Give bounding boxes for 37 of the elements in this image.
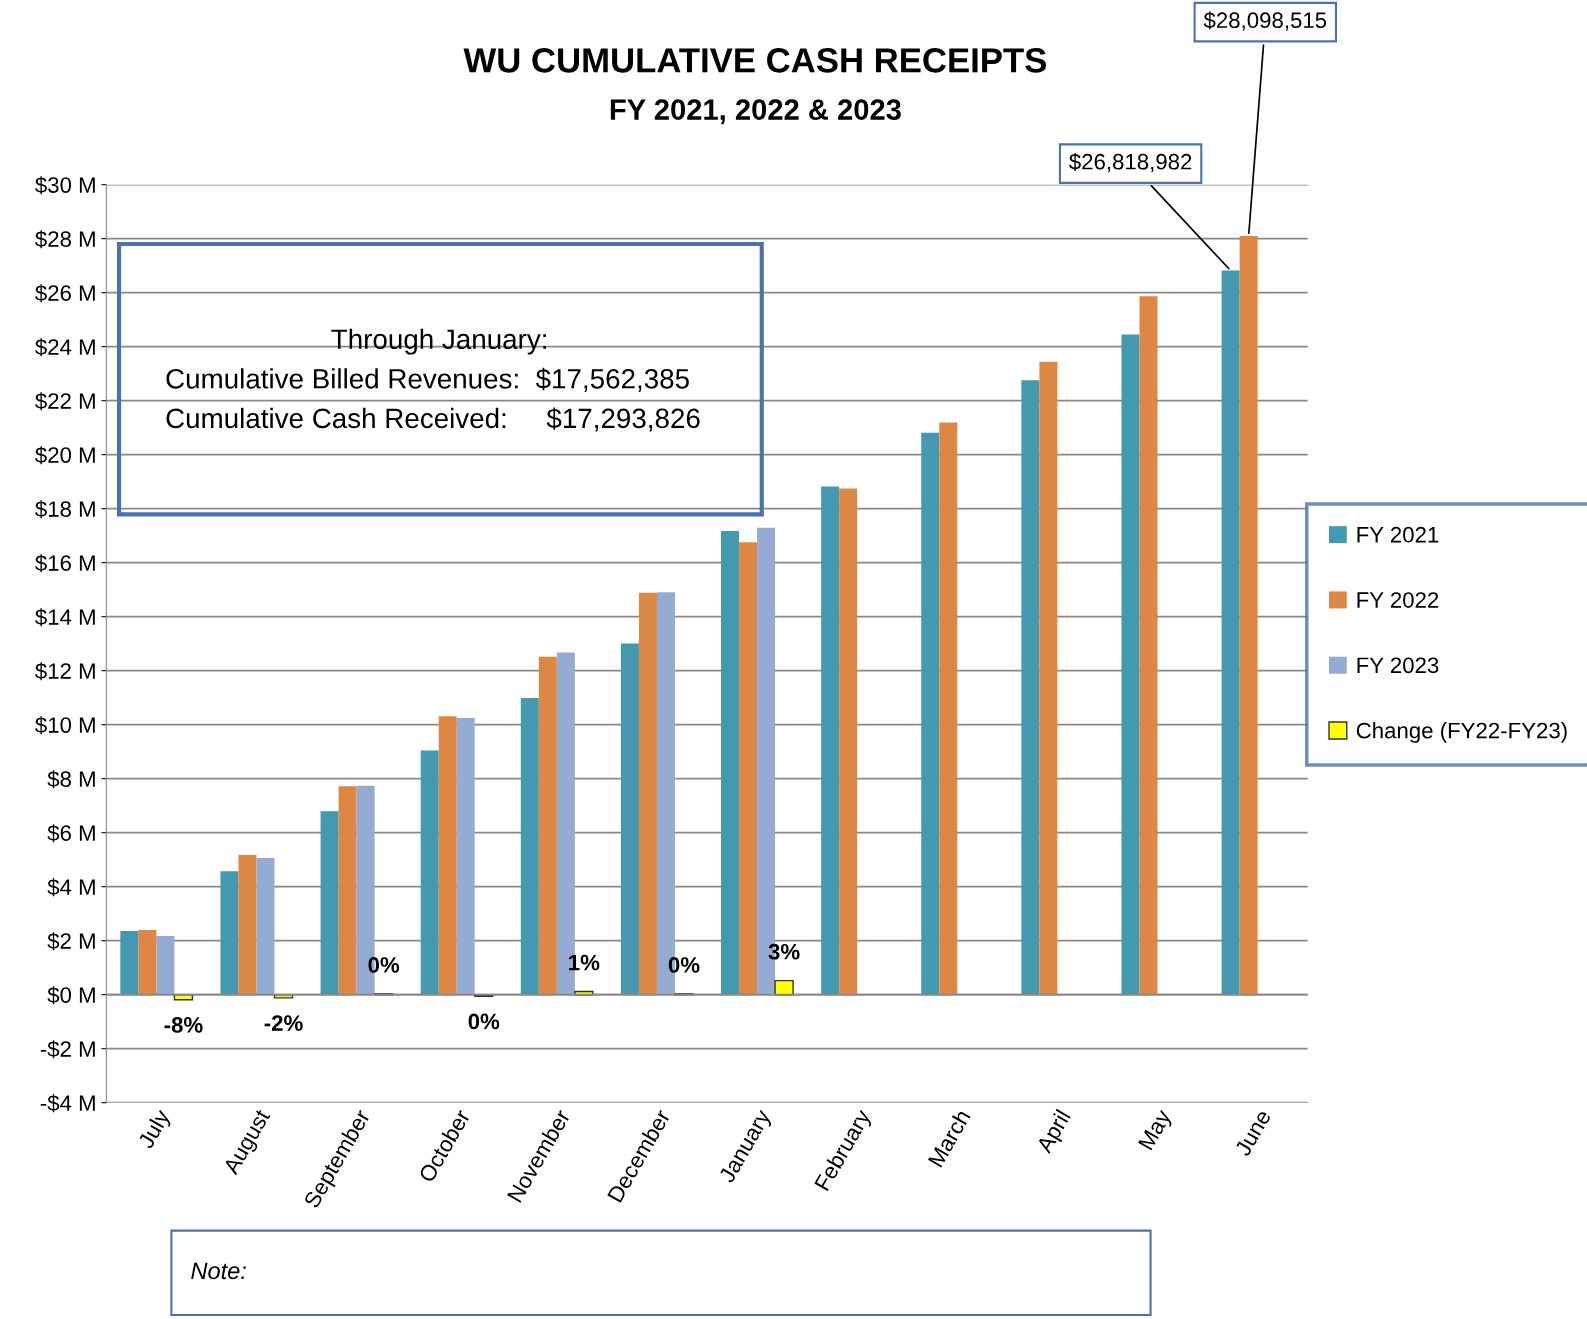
y-tick-label: $4 M <box>47 878 95 897</box>
data-label: $28,098,515 <box>1203 11 1327 31</box>
annotation: Cumulative Cash Received: $17,293,826 <box>166 407 700 432</box>
y-tick-label: $16 M <box>35 554 95 573</box>
annotation: -8% <box>164 1017 203 1033</box>
y-tick-label: $28 M <box>35 230 95 249</box>
y-tick-label: $8 M <box>47 770 95 789</box>
y-tick-label: $14 M <box>35 608 95 627</box>
annotation: 1% <box>569 954 600 971</box>
data-label: $26,818,982 <box>1069 152 1192 173</box>
y-tick-label: -$4 M <box>40 1094 95 1113</box>
legend-label: Change (FY22-FY23) <box>1356 722 1567 743</box>
y-tick-label: $6 M <box>47 824 95 843</box>
legend-label: FY 2021 <box>1357 526 1439 543</box>
y-tick-label: $12 M <box>35 662 95 681</box>
y-tick-label: -$2 M <box>40 1040 95 1059</box>
annotation: 0% <box>368 957 400 973</box>
legend-label: FY 2023 <box>1357 657 1439 674</box>
annotation: 3% <box>768 943 800 960</box>
legend-label: FY 2022 <box>1357 592 1439 608</box>
annotation: 0% <box>468 1013 500 1030</box>
annotation: Through January: <box>331 328 546 355</box>
y-tick-label: $0 M <box>47 986 95 1005</box>
chart-title: WU CUMULATIVE CASH RECEIPTS <box>463 48 1046 73</box>
annotation: 0% <box>668 957 700 973</box>
annotation: -2% <box>264 1015 303 1031</box>
y-tick-label: $20 M <box>35 446 95 465</box>
y-tick-label: $18 M <box>35 500 95 519</box>
y-tick-label: $26 M <box>35 284 95 303</box>
y-tick-label: $2 M <box>47 932 95 951</box>
chart-subtitle: FY 2021, 2022 & 2023 <box>610 99 901 125</box>
y-tick-label: $22 M <box>35 392 95 411</box>
y-tick-label: $10 M <box>35 716 95 735</box>
y-tick-label: $30 M <box>35 176 95 195</box>
text: Note: <box>191 1262 246 1280</box>
y-tick-label: $24 M <box>35 338 95 357</box>
annotation: Cumulative Billed Revenues: $17,562,385 <box>166 367 689 392</box>
